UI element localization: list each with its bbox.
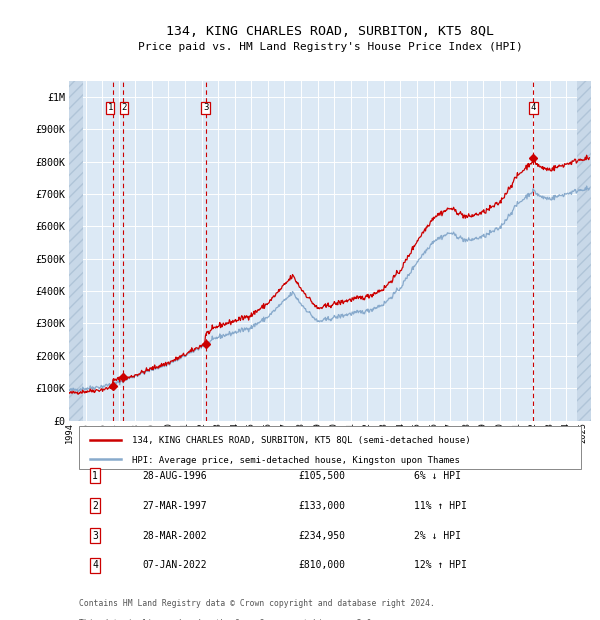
Text: £105,500: £105,500 (299, 471, 346, 480)
Text: £133,000: £133,000 (299, 500, 346, 510)
Text: 3: 3 (203, 104, 208, 112)
Text: 3: 3 (92, 531, 98, 541)
Text: 4: 4 (92, 560, 98, 570)
Text: This data is licensed under the Open Government Licence v3.0.: This data is licensed under the Open Gov… (79, 619, 377, 620)
Text: 28-MAR-2002: 28-MAR-2002 (142, 531, 207, 541)
Text: 2: 2 (92, 500, 98, 510)
Text: 11% ↑ HPI: 11% ↑ HPI (413, 500, 466, 510)
Text: Price paid vs. HM Land Registry's House Price Index (HPI): Price paid vs. HM Land Registry's House … (137, 42, 523, 52)
Text: 1: 1 (92, 471, 98, 480)
Text: £234,950: £234,950 (299, 531, 346, 541)
Text: 134, KING CHARLES ROAD, SURBITON, KT5 8QL: 134, KING CHARLES ROAD, SURBITON, KT5 8Q… (166, 25, 494, 38)
Text: 27-MAR-1997: 27-MAR-1997 (142, 500, 207, 510)
Text: 2: 2 (121, 104, 127, 112)
Text: HPI: Average price, semi-detached house, Kingston upon Thames: HPI: Average price, semi-detached house,… (131, 456, 460, 464)
Text: 12% ↑ HPI: 12% ↑ HPI (413, 560, 466, 570)
Text: 2% ↓ HPI: 2% ↓ HPI (413, 531, 461, 541)
Text: 1: 1 (107, 104, 113, 112)
Bar (69, 81, 83, 420)
Text: Contains HM Land Registry data © Crown copyright and database right 2024.: Contains HM Land Registry data © Crown c… (79, 600, 436, 608)
Text: 28-AUG-1996: 28-AUG-1996 (142, 471, 207, 480)
Text: 07-JAN-2022: 07-JAN-2022 (142, 560, 207, 570)
Text: 6% ↓ HPI: 6% ↓ HPI (413, 471, 461, 480)
Text: 134, KING CHARLES ROAD, SURBITON, KT5 8QL (semi-detached house): 134, KING CHARLES ROAD, SURBITON, KT5 8Q… (131, 436, 470, 445)
FancyBboxPatch shape (79, 427, 581, 469)
Text: £810,000: £810,000 (299, 560, 346, 570)
Text: 4: 4 (530, 104, 536, 112)
Bar (577, 81, 591, 420)
